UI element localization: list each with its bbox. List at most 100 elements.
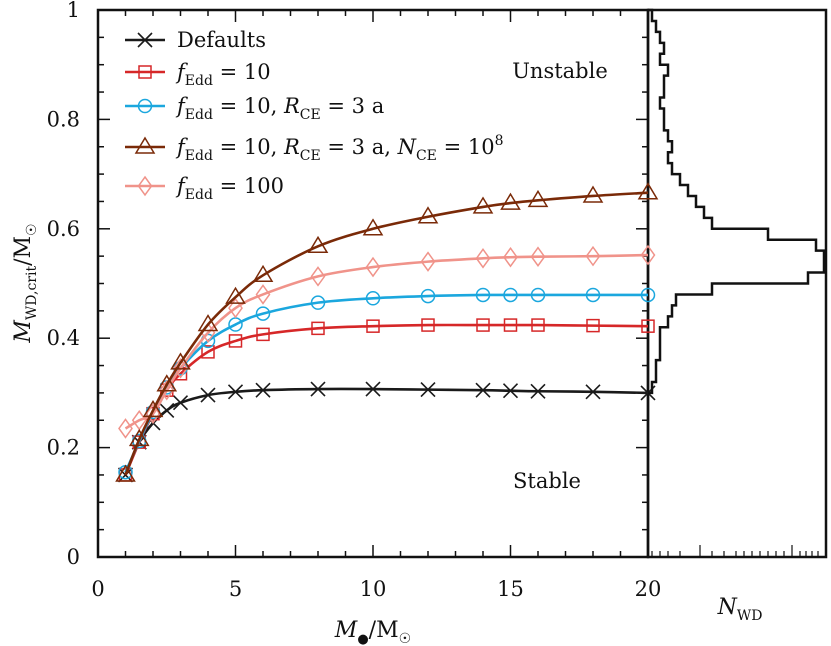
data-point bbox=[503, 246, 518, 268]
series-line bbox=[124, 253, 649, 430]
x-tick-label: 20 bbox=[635, 577, 662, 601]
data-point bbox=[640, 244, 656, 266]
data-point bbox=[310, 295, 326, 310]
data-point bbox=[365, 291, 381, 306]
data-point bbox=[225, 286, 246, 304]
data-point bbox=[637, 182, 659, 200]
data-point bbox=[227, 384, 244, 400]
legend-marker bbox=[137, 98, 153, 114]
data-point bbox=[500, 192, 521, 210]
data-point bbox=[641, 319, 655, 333]
series-2 bbox=[118, 287, 656, 480]
data-point bbox=[475, 287, 491, 303]
data-point bbox=[170, 352, 191, 370]
data-point bbox=[640, 287, 656, 303]
data-point bbox=[145, 403, 161, 424]
ticks bbox=[97, 9, 819, 558]
series-0 bbox=[117, 381, 656, 483]
legend-entry-0: Defaults bbox=[125, 28, 266, 52]
data-point bbox=[310, 266, 326, 287]
x-tick-label: 5 bbox=[229, 577, 242, 601]
x-tick-label: 0 bbox=[91, 577, 104, 601]
legend-entry-3: fEdd = 10, RCE = 3 a, NCE = 108 bbox=[125, 133, 503, 164]
data-point bbox=[475, 248, 491, 269]
tick-labels: 0 5 10 15 20 0 0.2 0.4 0.6 0.8 1 bbox=[47, 0, 662, 601]
data-point bbox=[201, 345, 215, 359]
legend-marker bbox=[137, 175, 153, 197]
y-tick-label: 0.2 bbox=[47, 436, 80, 460]
data-point bbox=[476, 318, 490, 332]
stable-label: Stable bbox=[513, 469, 581, 493]
data-point bbox=[159, 402, 175, 418]
data-point bbox=[586, 318, 600, 333]
data-point bbox=[256, 327, 270, 342]
series-line bbox=[124, 387, 649, 476]
legend: Defaults fEdd = 10 fEdd = 10, RCE = 3 a fEd… bbox=[125, 28, 503, 203]
legend-label: Defaults bbox=[177, 28, 266, 52]
histogram-step bbox=[648, 8, 826, 395]
data-point bbox=[200, 387, 216, 403]
data-point bbox=[530, 383, 546, 399]
x-tick-label: 15 bbox=[497, 577, 524, 601]
legend-label: fEdd = 10 bbox=[175, 60, 271, 89]
data-point bbox=[531, 318, 545, 332]
y-axis-title: MWD,crit/M☉ bbox=[11, 223, 40, 343]
data-point bbox=[156, 374, 178, 392]
legend-marker bbox=[134, 136, 156, 154]
y-tick-label: 1 bbox=[67, 0, 80, 22]
histogram-layer bbox=[648, 8, 826, 395]
data-point bbox=[197, 314, 219, 332]
data-point bbox=[307, 235, 329, 254]
series-line bbox=[124, 191, 649, 476]
series-layer bbox=[115, 182, 659, 483]
series-4 bbox=[118, 244, 656, 439]
data-point bbox=[310, 381, 326, 397]
data-point bbox=[585, 384, 601, 400]
legend-label: fEdd = 10, RCE = 3 a bbox=[175, 94, 384, 123]
series-3 bbox=[115, 182, 659, 482]
data-point bbox=[311, 321, 325, 336]
data-point bbox=[502, 383, 519, 399]
data-point bbox=[255, 284, 271, 305]
legend-marker bbox=[138, 65, 152, 79]
data-point bbox=[365, 256, 381, 278]
legend-entry-2: fEdd = 10, RCE = 3 a bbox=[125, 94, 384, 123]
data-point bbox=[159, 379, 175, 401]
data-point bbox=[362, 218, 384, 236]
data-point bbox=[421, 318, 435, 332]
y-tick-label: 0.8 bbox=[47, 107, 80, 131]
legend-entry-1: fEdd = 10 bbox=[125, 60, 271, 89]
data-point bbox=[228, 334, 243, 348]
data-point bbox=[172, 395, 189, 411]
y-tick-label: 0 bbox=[67, 545, 80, 569]
data-point bbox=[365, 381, 381, 397]
data-point bbox=[503, 318, 518, 332]
data-point bbox=[128, 428, 150, 447]
x-axis-title: M●/M☉ bbox=[334, 618, 411, 646]
data-point bbox=[118, 418, 133, 439]
legend-entry-4: fEdd = 100 bbox=[125, 174, 284, 203]
y-tick-label: 0.4 bbox=[47, 326, 80, 350]
data-point bbox=[366, 319, 380, 333]
data-point bbox=[585, 245, 601, 267]
data-point bbox=[255, 382, 271, 398]
data-point bbox=[115, 464, 136, 482]
data-point bbox=[527, 189, 549, 208]
data-point bbox=[530, 287, 546, 303]
data-point bbox=[420, 288, 436, 304]
x-tick-label: 10 bbox=[360, 577, 387, 601]
data-point bbox=[585, 287, 601, 303]
data-point bbox=[582, 185, 604, 203]
data-point bbox=[503, 287, 518, 303]
y-tick-label: 0.6 bbox=[47, 217, 80, 241]
data-point bbox=[228, 297, 243, 319]
legend-label: fEdd = 100 bbox=[175, 174, 284, 203]
data-point bbox=[173, 358, 188, 379]
unstable-label: Unstable bbox=[512, 59, 608, 83]
data-point bbox=[255, 306, 271, 321]
legend-label: fEdd = 10, RCE = 3 a, NCE = 108 bbox=[175, 133, 503, 164]
data-point bbox=[420, 382, 436, 398]
legend-marker bbox=[137, 32, 153, 48]
data-point bbox=[420, 251, 436, 272]
